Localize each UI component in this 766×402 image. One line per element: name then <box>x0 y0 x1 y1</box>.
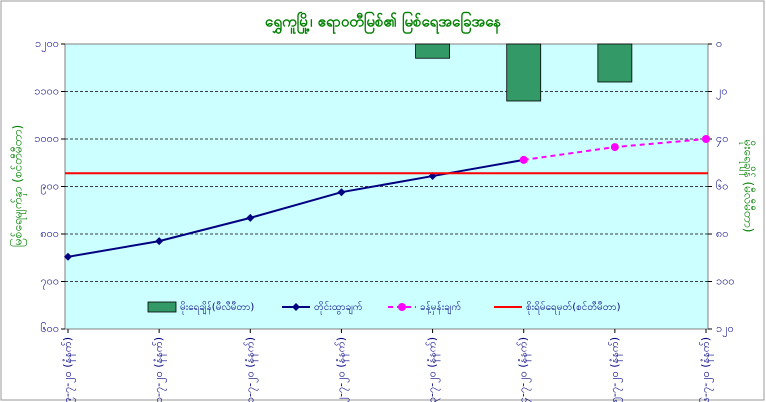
y2-tick-label: ၁၂၀ <box>716 322 734 337</box>
y2-tick-label: ၄၀ <box>716 132 728 147</box>
legend-marker <box>292 303 300 311</box>
point <box>610 143 619 152</box>
point <box>337 188 346 197</box>
y-tick-label: ၆၀၀ <box>40 322 59 335</box>
point <box>64 252 72 261</box>
legend-marker <box>398 303 406 311</box>
rain-bar <box>415 43 450 59</box>
point <box>519 155 528 164</box>
legend-swatch <box>147 301 177 313</box>
y-axis-title: မြစ်ရေမျက်နှာ (စင်တီမီတာ) <box>9 125 28 247</box>
y2-tick-label: ၁၀၀ <box>716 275 735 288</box>
x-tick-label: ၁၅-၇-၂၀ (နံနက်) <box>608 337 623 402</box>
x-tick-label: ၁၃-၇-၂၀ (နံနက်) <box>426 337 441 402</box>
y-tick-label: ၁၂၀၀ <box>35 37 59 52</box>
y-tick-label: ၁၀၀၀ <box>34 132 59 145</box>
y2-tick-label: ၀ <box>716 37 722 50</box>
x-tick-label: ၁၂-၇-၂၀ (နံနက်) <box>334 337 349 402</box>
point <box>155 237 164 246</box>
y-tick-label: ၁၁၀၀ <box>34 85 59 98</box>
legend-label: မိုးရေချိန်(မီလီမီတာ) <box>180 300 254 315</box>
x-tick-label: ၁၄-၇-၂၀ (နံနက်) <box>517 337 532 402</box>
point <box>246 213 255 222</box>
rain-bar <box>506 43 542 102</box>
x-tick-label: ၉-၇-၂၀ (နံနက်) <box>61 337 76 402</box>
legend-label: စိုးရိမ်ရေမှတ်(စင်တီမီတာ) <box>526 300 621 315</box>
y-tick-label: ၉၀၀ <box>40 180 59 195</box>
rain-bar <box>597 43 633 83</box>
y2-axis-title: မိုးရေချိန် (မီလီမီတာ) <box>739 140 757 233</box>
legend-label: တိုင်းထွာချက် <box>314 300 363 315</box>
x-tick-label: ၁၀-၇-၂၀ (နံနက်) <box>152 337 167 402</box>
y-tick-label: ၈၀၀ <box>40 227 59 240</box>
y2-tick-label: ၆၀ <box>716 180 728 193</box>
y2-tick-label: ၈၀ <box>716 227 728 240</box>
x-tick-label: ၁၆-၇-၂၀ (နံနက်) <box>699 337 714 402</box>
legend-label: ခန့်မှန်းချက် <box>420 300 461 315</box>
legend: မိုးရေချိန်(မီလီမီတာ) တိုင်းထွာချက် ခန့်မှ… <box>147 300 621 315</box>
y2-tick-label: ၂၀ <box>716 85 728 100</box>
y-tick-label: ၇၀၀ <box>40 275 59 290</box>
point <box>702 135 710 143</box>
x-tick-label: ၁၁-၇-၂၀ (နံနက်) <box>243 337 258 402</box>
